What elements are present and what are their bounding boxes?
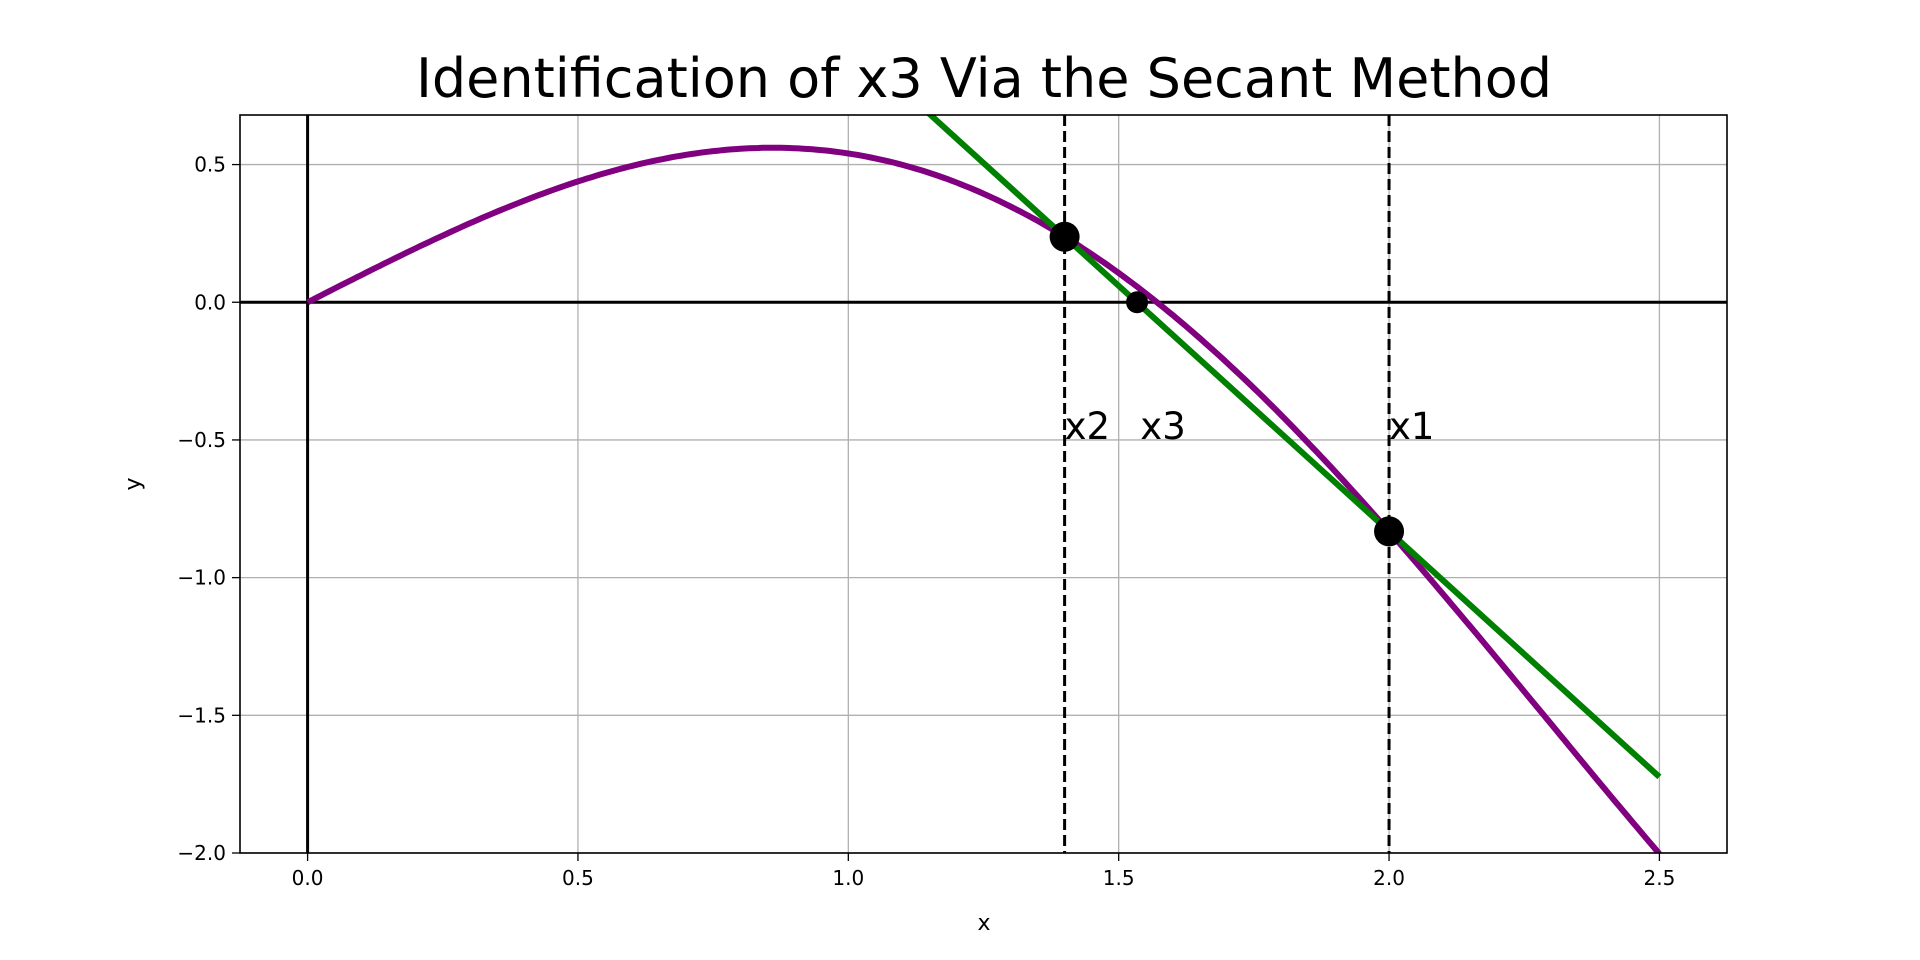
ticks: 0.0 0.5 1.0 1.5 2.0 2.5 0.5 0.0 −0.5 −1.0 −1.5 −2.0 xyxy=(177,153,1675,890)
annotations: x2 x3 x1 xyxy=(1065,405,1435,448)
x-tick-label: 2.5 xyxy=(1644,866,1676,890)
x-tick-label: 0.5 xyxy=(562,866,594,890)
annotation-label-x1: x1 xyxy=(1389,405,1434,448)
y-tick-label: −1.5 xyxy=(177,703,226,727)
x-tick-label: 0.0 xyxy=(292,866,324,890)
x-tick-label: 2.0 xyxy=(1373,866,1405,890)
x-tick-label: 1.0 xyxy=(832,866,864,890)
x-axis-label: x xyxy=(977,911,990,936)
y-tick-label: −0.5 xyxy=(177,428,226,452)
y-axis-label: y xyxy=(121,477,146,490)
plot-area xyxy=(240,115,1727,853)
y-tick-label: −2.0 xyxy=(177,841,226,865)
chart-title: Identification of x3 Via the Secant Meth… xyxy=(416,47,1552,110)
annotation-label-x2: x2 xyxy=(1065,405,1110,448)
function-curve xyxy=(306,144,1662,853)
secant-line xyxy=(926,115,1662,780)
y-tick-label: 0.5 xyxy=(194,153,226,177)
x-tick-label: 1.5 xyxy=(1103,866,1135,890)
annotation-label-x3: x3 xyxy=(1140,405,1185,448)
data-point xyxy=(1126,291,1149,314)
data-point xyxy=(1049,221,1080,252)
data-point xyxy=(1374,516,1405,547)
y-tick-label: −1.0 xyxy=(177,566,226,590)
y-tick-label: 0.0 xyxy=(194,290,226,314)
axes-frame xyxy=(239,114,1728,854)
